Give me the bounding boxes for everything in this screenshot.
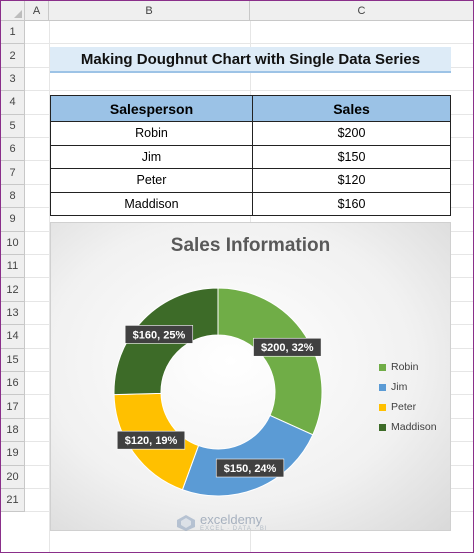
sales-table: Salesperson Sales Robin $200 Jim $150 Pe… [50, 95, 451, 216]
sheet-title-cell[interactable]: Making Doughnut Chart with Single Data S… [50, 47, 451, 73]
table-header-row: Salesperson Sales [50, 95, 451, 122]
cell-sales[interactable]: $150 [252, 144, 451, 169]
data-label-box [215, 458, 285, 478]
cell-sales[interactable]: $200 [252, 121, 451, 146]
row-header-1[interactable]: 1 [1, 21, 25, 45]
row-header-20[interactable]: 20 [1, 465, 25, 489]
data-label-box [124, 325, 194, 344]
row-header-7[interactable]: 7 [1, 161, 25, 185]
column-header-c[interactable]: C [250, 1, 474, 21]
row-gridline [25, 43, 474, 45]
row-header-11[interactable]: 11 [1, 255, 25, 279]
select-all-triangle-icon [14, 10, 22, 18]
cell-salesperson[interactable]: Maddison [50, 191, 253, 216]
data-label-text: $120, 19% [125, 435, 178, 447]
header-sales[interactable]: Sales [252, 95, 451, 122]
row-header-3[interactable]: 3 [1, 67, 25, 92]
table-row: Jim $150 [50, 144, 451, 169]
column-header-b[interactable]: B [49, 1, 250, 21]
doughnut-chart[interactable]: Sales Information $200, 32% $150, 24% $120… [50, 222, 451, 532]
row-header-9[interactable]: 9 [1, 208, 25, 232]
column-gridline [49, 21, 50, 553]
data-label-box [116, 430, 186, 450]
cell-sales[interactable]: $120 [252, 168, 451, 193]
row-header-15[interactable]: 15 [1, 348, 25, 372]
data-label-box [253, 337, 322, 357]
row-header-18[interactable]: 18 [1, 418, 25, 443]
data-label-text: $160, 25% [133, 329, 186, 341]
select-all-corner[interactable] [1, 1, 25, 21]
table-row: Peter $120 [50, 168, 451, 193]
table-row: Robin $200 [50, 121, 451, 146]
row-header-21[interactable]: 21 [1, 489, 25, 513]
row-header-6[interactable]: 6 [1, 138, 25, 162]
cell-salesperson[interactable]: Jim [50, 144, 253, 169]
row-header-13[interactable]: 13 [1, 301, 25, 326]
row-gridline [25, 90, 474, 92]
data-label-text: $150, 24% [224, 463, 277, 475]
legend-label: Jim [391, 381, 408, 393]
data-label-peter[interactable]: $120, 19% [116, 430, 186, 450]
legend-swatch [379, 423, 386, 431]
cell-sales[interactable]: $160 [252, 191, 451, 216]
row-header-14[interactable]: 14 [1, 325, 25, 349]
watermark-text: exceldemy EXCEL · DATA · BI [200, 512, 268, 532]
row-header-10[interactable]: 10 [1, 231, 25, 255]
legend-item-peter[interactable]: Peter [379, 397, 437, 417]
cell-salesperson[interactable]: Peter [50, 168, 253, 193]
legend-label: Robin [391, 361, 419, 373]
exceldemy-logo-icon [177, 515, 195, 531]
legend-item-maddison[interactable]: Maddison [379, 417, 437, 437]
exceldemy-watermark: exceldemy EXCEL · DATA · BI [176, 512, 268, 532]
chart-title[interactable]: Sales Information [170, 235, 331, 256]
legend-item-jim[interactable]: Jim [379, 377, 437, 397]
cell-salesperson[interactable]: Robin [50, 121, 253, 146]
doughnut-slice-jim[interactable] [181, 414, 314, 497]
row-header-12[interactable]: 12 [1, 278, 25, 302]
legend-swatch [379, 403, 386, 411]
legend-swatch [379, 383, 386, 391]
table-row: Maddison $160 [50, 191, 451, 216]
doughnut-plot[interactable]: $200, 32% $150, 24% $120, 19% $160, 25% [51, 223, 450, 530]
watermark-tagline: EXCEL · DATA · BI [200, 526, 268, 532]
chart-legend[interactable]: Robin Jim Peter Maddison [379, 357, 437, 437]
column-header-a[interactable]: A [25, 1, 49, 21]
legend-label: Maddison [391, 421, 437, 433]
row-header-19[interactable]: 19 [1, 442, 25, 466]
legend-label: Peter [391, 401, 417, 413]
legend-swatch [379, 363, 386, 371]
row-header-17[interactable]: 17 [1, 395, 25, 419]
header-salesperson[interactable]: Salesperson [50, 95, 253, 122]
legend-item-robin[interactable]: Robin [379, 357, 437, 377]
row-header-5[interactable]: 5 [1, 114, 25, 138]
data-label-text: $200, 32% [261, 342, 314, 354]
row-header-4[interactable]: 4 [1, 91, 25, 115]
data-label-maddison[interactable]: $160, 25% [124, 325, 194, 344]
row-header-2[interactable]: 2 [1, 44, 25, 68]
row-header-16[interactable]: 16 [1, 372, 25, 396]
doughnut-slice-robin[interactable] [217, 287, 323, 436]
data-label-jim[interactable]: $150, 24% [215, 458, 285, 478]
data-label-robin[interactable]: $200, 32% [253, 337, 322, 357]
watermark-name: exceldemy [200, 512, 263, 527]
row-header-8[interactable]: 8 [1, 184, 25, 209]
